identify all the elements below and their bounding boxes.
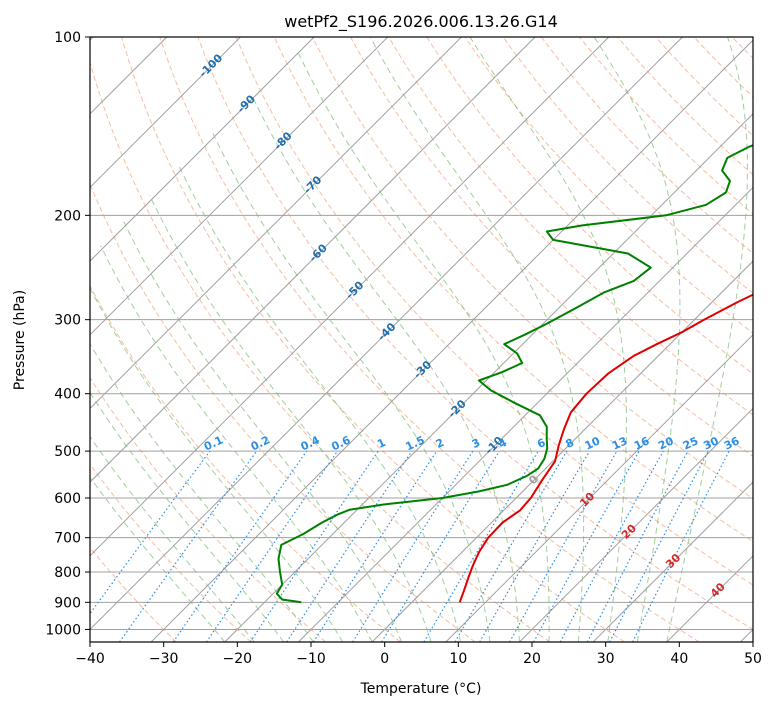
x-tick-label: −10	[296, 651, 326, 667]
y-tick-label: 900	[54, 595, 81, 611]
moist-adiabat-line	[666, 37, 748, 642]
isotherm-grid	[90, 37, 753, 642]
sounding-series	[275, 144, 753, 604]
y-axis-ticks: 100 200 300 400 500 600 700 800 900 1000	[45, 30, 90, 638]
moist-adiabat-line	[90, 435, 255, 642]
y-tick-label: 800	[54, 565, 81, 581]
moist-adiabat-line	[100, 245, 373, 642]
x-tick-label: 20	[523, 651, 541, 667]
x-tick-label: 10	[449, 651, 467, 667]
dry-adiabat-line	[90, 376, 327, 642]
moist-adiabat-line	[90, 342, 314, 642]
isotherm-line	[592, 481, 753, 642]
mixing-ratio-line	[509, 450, 618, 642]
isotherm-line	[445, 334, 753, 642]
moist-adiabat-line	[90, 476, 226, 642]
dry-adiabat-line	[235, 37, 753, 586]
y-tick-label: 600	[54, 491, 81, 507]
dry-adiabat-line	[464, 37, 753, 334]
isotherm-line	[371, 260, 753, 642]
y-tick-label: 300	[54, 313, 81, 329]
dry-adiabat-line	[90, 183, 476, 642]
mixing-ratio-line	[312, 450, 438, 642]
y-tick-label: 400	[54, 387, 81, 403]
dry-adiabat-line	[90, 284, 401, 642]
mixing-ratio-label: 16	[632, 434, 652, 452]
mixing-ratio-line	[90, 450, 211, 615]
isotherm-line	[298, 186, 753, 642]
moist-adiabat-line	[123, 221, 403, 642]
dry-adiabat-line	[388, 37, 753, 416]
x-tick-label: −40	[75, 651, 105, 667]
isotherm-line	[519, 407, 753, 642]
dry-adiabat-line	[541, 37, 753, 254]
mixing-ratio-line	[352, 450, 474, 642]
y-tick-label: 1000	[45, 622, 81, 638]
temperature-line	[458, 293, 753, 603]
mixing-ratio-line	[454, 450, 568, 642]
y-tick-label: 700	[54, 531, 81, 547]
x-tick-label: 30	[597, 651, 615, 667]
y-tick-label: 200	[54, 208, 81, 224]
dewpoint-line	[275, 144, 753, 604]
x-tick-label: 40	[670, 651, 688, 667]
mixing-ratio-line	[205, 450, 338, 642]
isotherm-line	[90, 37, 241, 189]
dry-adiabat-line	[426, 37, 753, 375]
dry-adiabat-line	[273, 37, 753, 543]
mixing-ratio-label: 20	[656, 434, 676, 452]
mixing-ratio-line	[479, 450, 591, 642]
isotherm-line	[90, 37, 389, 336]
mixing-ratio-label: 10	[583, 434, 603, 452]
y-axis-label: Pressure (hPa)	[12, 290, 28, 390]
y-tick-label: 100	[54, 30, 81, 46]
isotherm-line	[150, 39, 753, 642]
isotherm-line	[90, 37, 536, 483]
x-tick-label: 0	[380, 651, 389, 667]
x-tick-label: −20	[223, 651, 253, 667]
plot-area: -100-90-80-70-60-50-40-30-20-10010203040…	[90, 37, 753, 642]
isotherm-line	[90, 37, 610, 557]
moist-adiabat-line	[369, 37, 585, 642]
mixing-ratio-label: 36	[722, 434, 742, 452]
x-axis-label: Temperature (°C)	[360, 681, 482, 697]
dry-adiabat-line	[159, 37, 700, 642]
x-tick-label: −30	[149, 651, 179, 667]
x-axis-ticks: −40 −30 −20 −10 0 10 20 30 40 50	[75, 642, 762, 667]
isotherm-line	[90, 37, 683, 631]
mixing-ratio-label: 13	[610, 434, 629, 452]
moist-adiabat-line	[149, 195, 432, 642]
mixing-ratio-line	[559, 450, 664, 642]
dry-adiabat-line	[311, 37, 753, 500]
isotherm-line	[90, 37, 462, 410]
moist-adiabat-line	[250, 94, 520, 642]
dry-adiabat-line	[197, 37, 753, 631]
moist-adiabat-line	[296, 49, 550, 642]
mixing-ratio-line	[119, 450, 258, 642]
dry-adiabat-line	[90, 60, 551, 642]
x-tick-label: 50	[744, 651, 762, 667]
moist-adiabat-line	[593, 37, 681, 642]
mixing-ratio-label: 25	[681, 434, 700, 452]
mixing-ratio-line	[423, 450, 539, 642]
y-tick-label: 500	[54, 444, 81, 460]
moist-adiabat-line	[90, 287, 344, 642]
mixing-ratio-lines	[90, 450, 730, 642]
moist-adiabat-line	[469, 37, 627, 642]
mixing-ratio-line	[533, 450, 640, 642]
isotherm-line	[90, 37, 315, 262]
mixing-ratio-line	[381, 450, 501, 642]
dry-adiabat-line	[579, 37, 753, 215]
plot-frame	[89, 36, 754, 643]
chart-title: wetPf2_S196.2026.006.13.26.G14	[284, 12, 558, 32]
isotherm-line	[224, 113, 753, 642]
mixing-ratio-line	[172, 450, 308, 642]
mixing-ratio-label: 30	[701, 434, 721, 452]
